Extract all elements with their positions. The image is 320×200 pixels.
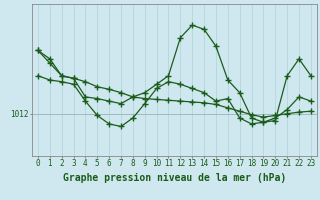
X-axis label: Graphe pression niveau de la mer (hPa): Graphe pression niveau de la mer (hPa): [63, 173, 286, 183]
